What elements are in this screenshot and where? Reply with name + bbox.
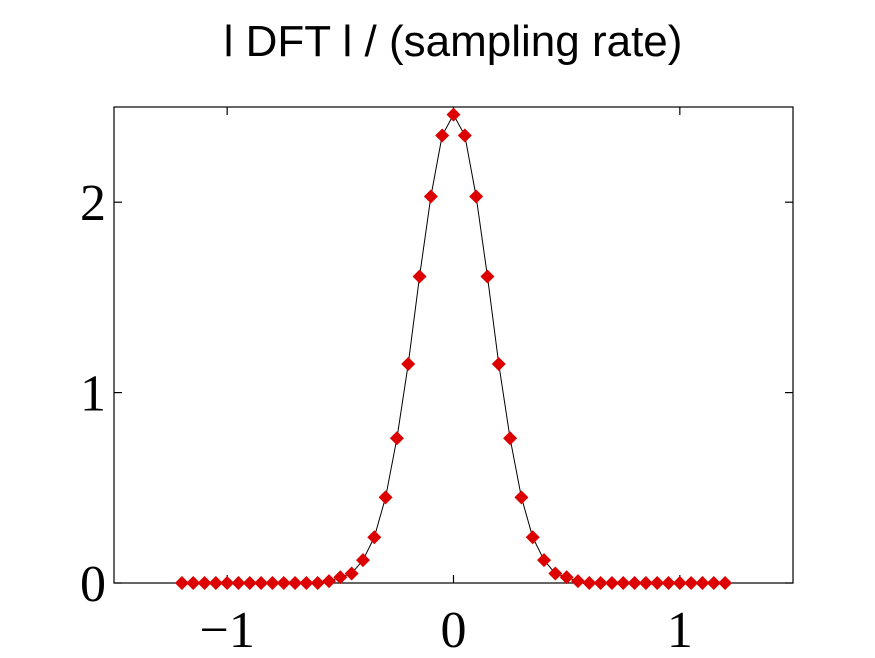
data-point bbox=[378, 490, 393, 505]
data-point bbox=[288, 576, 303, 590]
data-point bbox=[242, 576, 257, 590]
axes-box bbox=[113, 106, 794, 584]
data-point bbox=[435, 128, 450, 143]
data-point bbox=[457, 128, 472, 143]
data-point bbox=[186, 576, 201, 590]
data-point bbox=[208, 576, 223, 590]
data-point bbox=[695, 576, 710, 590]
data-point bbox=[389, 431, 404, 446]
data-point bbox=[174, 576, 189, 590]
data-point bbox=[650, 576, 665, 590]
y-tick-label: 1 bbox=[80, 366, 106, 423]
data-point bbox=[570, 574, 585, 589]
data-point bbox=[254, 576, 269, 590]
data-point bbox=[299, 576, 314, 590]
y-tick-label: 2 bbox=[80, 175, 106, 232]
series-line bbox=[181, 113, 726, 584]
data-point bbox=[627, 576, 642, 590]
data-point bbox=[276, 576, 291, 590]
data-point bbox=[638, 576, 653, 590]
tick-label-group: −1 0 1 0 1 2 bbox=[80, 175, 693, 658]
data-point bbox=[503, 431, 518, 446]
data-point bbox=[310, 576, 325, 590]
data-point bbox=[491, 357, 506, 372]
data-point bbox=[480, 269, 495, 284]
data-point bbox=[514, 490, 529, 505]
data-point bbox=[401, 357, 416, 372]
data-point bbox=[706, 576, 721, 590]
x-tick-label: 0 bbox=[441, 602, 467, 658]
x-tick-label: 1 bbox=[667, 602, 693, 658]
data-point bbox=[231, 576, 246, 590]
data-point bbox=[412, 269, 427, 284]
data-point bbox=[661, 576, 676, 590]
data-point bbox=[423, 189, 438, 204]
x-tick-label: −1 bbox=[200, 602, 255, 658]
data-point bbox=[265, 576, 280, 590]
data-point bbox=[537, 553, 552, 568]
tick-group bbox=[114, 107, 793, 584]
y-tick-label: 0 bbox=[80, 556, 106, 613]
data-point bbox=[333, 570, 348, 585]
data-point bbox=[197, 576, 212, 590]
data-point bbox=[525, 530, 540, 545]
data-point bbox=[446, 107, 461, 122]
data-point bbox=[220, 576, 235, 590]
data-point bbox=[355, 553, 370, 568]
data-point bbox=[718, 576, 733, 590]
data-point bbox=[684, 576, 699, 590]
data-point bbox=[367, 530, 382, 545]
data-point bbox=[548, 566, 563, 581]
data-point bbox=[672, 576, 687, 590]
marker-group bbox=[174, 107, 733, 590]
data-point bbox=[593, 576, 608, 590]
data-point bbox=[604, 576, 619, 590]
data-point bbox=[322, 574, 337, 589]
data-point bbox=[469, 189, 484, 204]
data-point bbox=[344, 566, 359, 581]
data-point bbox=[559, 570, 574, 585]
chart-title: l DFT l / (sampling rate) bbox=[224, 17, 683, 66]
data-point bbox=[616, 576, 631, 590]
data-point bbox=[582, 576, 597, 590]
